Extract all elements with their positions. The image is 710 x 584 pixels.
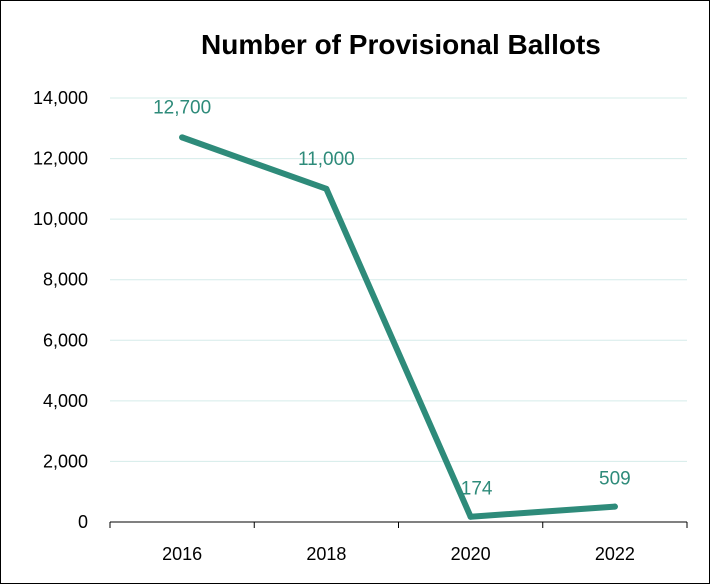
y-tick-label: 4,000 [43,391,88,411]
data-point [611,503,618,510]
data-label: 11,000 [298,149,355,170]
y-tick-label: 14,000 [33,88,88,108]
y-tick-label: 6,000 [43,330,88,350]
y-tick-label: 0 [78,512,88,532]
chart-title: Number of Provisional Ballots [201,29,601,60]
y-tick-label: 12,000 [33,149,88,169]
data-label: 174 [461,479,493,500]
series-line [179,134,618,520]
y-tick-label: 2,000 [43,451,88,471]
y-tick-label: 10,000 [33,209,88,229]
x-tick-label: 2020 [451,544,491,564]
data-point [323,185,330,192]
data-point [467,513,474,520]
data-point [179,134,186,141]
x-tick-label: 2018 [306,544,346,564]
data-label: 509 [599,469,631,490]
y-tick-label: 8,000 [43,270,88,290]
x-tick-label: 2016 [162,544,202,564]
data-label: 12,700 [153,97,211,118]
x-tick-label: 2022 [595,544,635,564]
